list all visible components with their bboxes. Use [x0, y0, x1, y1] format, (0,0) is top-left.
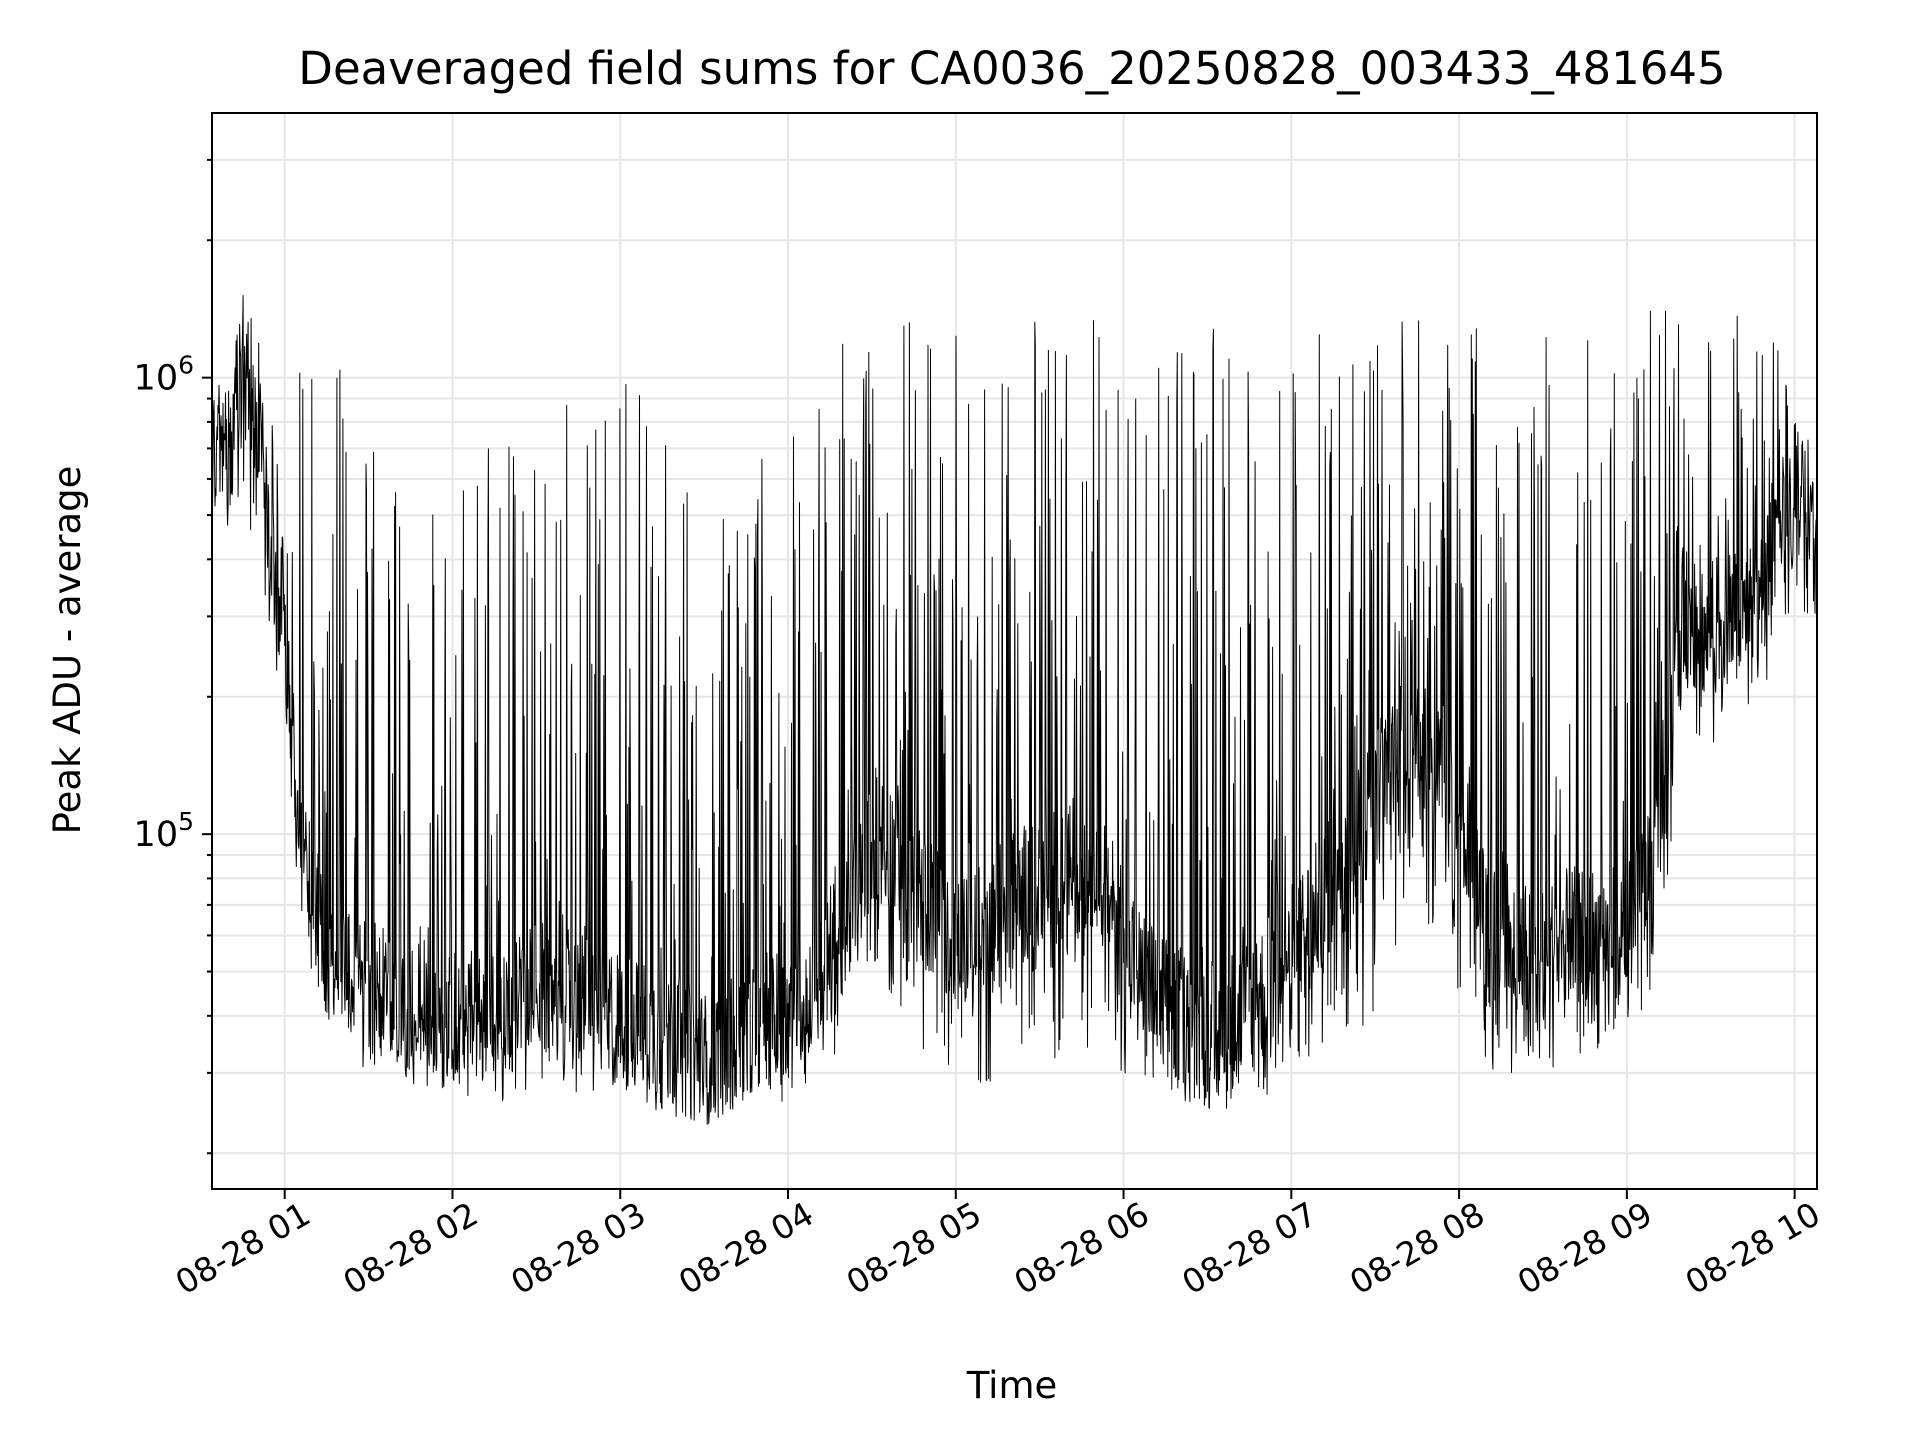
- series-line: [211, 295, 1818, 1125]
- y-tick-label: 106: [134, 351, 194, 399]
- chart-title: Deaveraged field sums for CA0036_2025082…: [298, 42, 1725, 95]
- x-axis-label: Time: [966, 1364, 1058, 1407]
- y-tick-label: 105: [134, 807, 194, 855]
- y-axis-label: Peak ADU - average: [46, 466, 89, 835]
- plot-frame: [211, 112, 1818, 1190]
- series-path: [211, 295, 1818, 1125]
- y-axis-ticks: 105 106: [134, 158, 212, 1155]
